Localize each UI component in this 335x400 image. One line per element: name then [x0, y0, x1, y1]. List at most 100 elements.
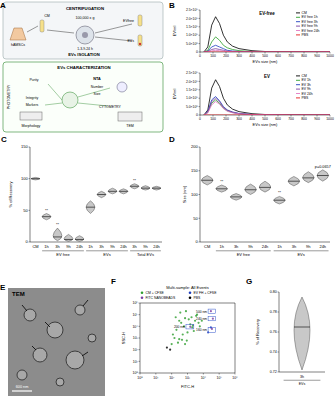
legend-label: EV 9h [302, 87, 311, 91]
arrow [32, 346, 36, 350]
diagram-label: hAMSCs [11, 43, 25, 47]
legend-swatch [296, 84, 300, 85]
group-label: Total EVs [137, 252, 154, 257]
hub-icon [62, 92, 78, 108]
x-tick [317, 115, 318, 117]
legend-swatch [296, 80, 300, 81]
x-tick-label: 10⁵ [216, 376, 222, 380]
legend-swatch [296, 89, 300, 90]
arrow [47, 30, 74, 33]
y-axis-label: EV/ml [172, 26, 177, 37]
y-tick [199, 35, 201, 36]
x-tick [200, 115, 201, 117]
x-tick-label: 900 [314, 117, 320, 121]
gate [208, 309, 216, 314]
frame-top [140, 303, 235, 304]
legend: CM + CFSEEV FH + CFSEFITC NANOBEADSPBS [141, 291, 217, 300]
x-tick-label: 100 [210, 117, 216, 121]
diagram-label: Purity [30, 78, 39, 82]
y-tick [199, 18, 201, 19]
arrow [95, 24, 132, 33]
plot-area [294, 297, 310, 370]
violin-median [86, 207, 95, 208]
legend-label: EV FH + CFSE [194, 291, 218, 295]
axes: 05.0×10⁸1.0×10⁹1.5×10⁹2.0×10⁹2.5×10⁹0100… [172, 71, 334, 127]
gate-label: 500 nm [196, 310, 207, 314]
annotation: ** [133, 179, 136, 183]
group-label: EVs [297, 252, 304, 257]
arrow [82, 352, 88, 356]
y-tick-label: 1.5×10⁹ [186, 25, 198, 29]
x-tick-label: 10² [169, 376, 175, 380]
legend-swatch [296, 34, 300, 35]
violin-body [230, 194, 242, 201]
legend-label: EV 1h [302, 78, 311, 82]
x-tick-label: 3h [234, 244, 238, 249]
diagram-label: PHOTOMETRY [7, 84, 11, 109]
y-tick-label: 5.0×10⁸ [186, 42, 198, 46]
violin-median [97, 194, 106, 195]
annotation: ** [278, 191, 281, 195]
y-tick-label: 0 [26, 239, 29, 244]
frame-right [235, 303, 236, 373]
diagram-label: EVs [127, 39, 134, 43]
scatter-point [181, 339, 183, 341]
x-tick-label: 3h [55, 244, 59, 249]
characterization-box [3, 62, 163, 132]
x-tick [140, 373, 141, 375]
x-tick [239, 52, 240, 54]
y-axis-line [200, 73, 201, 115]
y-tick [29, 210, 31, 211]
chart-title: EV [264, 74, 270, 79]
gate [208, 327, 216, 332]
series-line [204, 45, 330, 52]
tube-icon [138, 35, 142, 46]
chart-title: Multi-sample: All Events [166, 285, 208, 290]
x-tick [213, 52, 214, 54]
violin-body [31, 177, 40, 180]
violin-median [130, 186, 139, 187]
y-axis-line [279, 292, 280, 372]
legend: CMEV 1hEV 3hEV 9hEV 24hPBS [296, 74, 313, 100]
x-tick [252, 52, 253, 54]
y-tick [199, 43, 201, 44]
y-tick [29, 147, 31, 148]
nta-icon [117, 82, 127, 92]
y-tick-label: 10¹ [133, 360, 139, 364]
y-axis-line [200, 10, 201, 52]
violin-median [53, 236, 62, 237]
diagram-label: 100,000 x g [76, 16, 95, 20]
violin-body [245, 184, 257, 194]
y-tick-label: 10³ [133, 336, 139, 340]
vesicle [88, 334, 96, 342]
axes: 10⁰10¹10²10³10⁴10⁵10⁶10⁰10¹10²10³10⁴10⁵1… [121, 301, 238, 389]
violin-median [42, 216, 51, 217]
x-tick-label: 24h [153, 244, 160, 249]
x-tick-label: 9h [143, 244, 147, 249]
legend-label: CM [302, 11, 307, 15]
scatter-point [197, 322, 199, 324]
x-tick [226, 115, 227, 117]
y-tick [139, 303, 141, 304]
x-tick-label: 1h [44, 244, 48, 249]
x-tick [330, 52, 331, 54]
vesicle [47, 322, 63, 338]
x-axis-line [30, 242, 162, 243]
scatter-point [212, 318, 214, 320]
violin-body [152, 186, 161, 190]
violin-median [141, 188, 150, 189]
series-line [204, 17, 330, 52]
connector [78, 88, 110, 97]
x-tick-label: 24h [319, 244, 326, 249]
x-tick [317, 52, 318, 54]
group-label: EV free [237, 252, 251, 257]
legend-swatch [141, 292, 144, 295]
scatter-point [184, 343, 186, 345]
violin-median [274, 200, 286, 201]
image-title: TEM [12, 291, 25, 297]
x-tick-label: 700 [288, 54, 294, 58]
x-tick-label: 24h [262, 244, 269, 249]
x-axis-line [200, 115, 330, 116]
y-tick-label: 2.0×10⁹ [186, 80, 198, 84]
series-line [204, 97, 330, 115]
